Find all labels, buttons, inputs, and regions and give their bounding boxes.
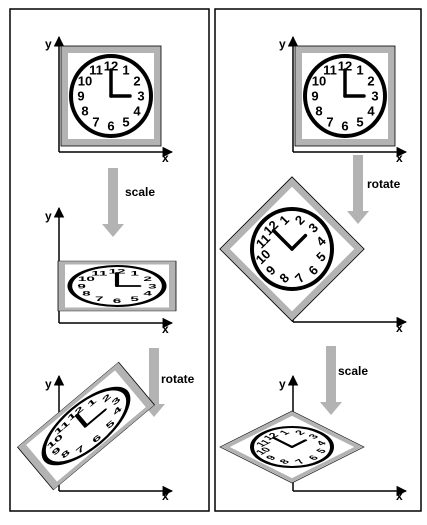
x-axis-label: x bbox=[162, 489, 169, 503]
clock-numeral: 2 bbox=[133, 74, 140, 89]
right-axes-1: y x bbox=[279, 35, 408, 165]
clock-numeral: 11 bbox=[91, 270, 108, 277]
hour-hand bbox=[290, 233, 308, 251]
clock-numeral: 8 bbox=[81, 104, 88, 119]
clock-numeral: 9 bbox=[311, 89, 318, 104]
step-label-left-1: scale bbox=[125, 185, 155, 199]
clock-numeral: 4 bbox=[133, 104, 141, 119]
clock-numeral: 10 bbox=[78, 74, 92, 89]
y-axis-label: y bbox=[279, 37, 286, 51]
clock-numeral: 2 bbox=[367, 74, 374, 89]
clock-numeral: 3 bbox=[371, 89, 378, 104]
clock-numeral: 1 bbox=[278, 429, 293, 437]
step-label-right-2: scale bbox=[338, 364, 368, 378]
right-panel-border bbox=[214, 8, 422, 512]
clock-numeral: 4 bbox=[314, 440, 329, 448]
x-axis-label: x bbox=[396, 489, 403, 503]
down-arrow-icon bbox=[143, 348, 165, 417]
clock-numeral: 10 bbox=[78, 275, 96, 282]
clock-numeral: 6 bbox=[107, 119, 114, 134]
x-axis-label: x bbox=[162, 322, 169, 336]
clock-numeral: 10 bbox=[312, 74, 326, 89]
clock-numeral: 6 bbox=[307, 454, 322, 462]
hour-hand bbox=[84, 408, 107, 428]
clock-numeral: 4 bbox=[143, 290, 152, 297]
clock-numeral: 5 bbox=[314, 447, 329, 455]
clock-numeral: 8 bbox=[315, 104, 322, 119]
minute-hand bbox=[74, 413, 88, 428]
clock-numeral: 1 bbox=[122, 63, 129, 78]
clock-numeral: 7 bbox=[293, 458, 308, 466]
clock-numeral: 5 bbox=[130, 296, 139, 303]
clock-numeral: 7 bbox=[92, 114, 99, 129]
y-axis-label: y bbox=[279, 377, 286, 391]
clock-numeral: 8 bbox=[82, 290, 91, 297]
clock-numeral: 12 bbox=[104, 59, 118, 74]
clock-numeral: 12 bbox=[338, 59, 352, 74]
left-panel-border bbox=[9, 8, 210, 512]
clock-numeral: 9 bbox=[264, 454, 279, 462]
step-label-left-2: rotate bbox=[161, 372, 195, 386]
clock-numeral: 11 bbox=[323, 63, 337, 78]
x-axis-label: x bbox=[162, 151, 169, 165]
minute-hand bbox=[271, 436, 294, 448]
step-label-right-1: rotate bbox=[367, 177, 401, 191]
clock-numeral: 7 bbox=[95, 296, 104, 303]
clock-numeral: 2 bbox=[143, 275, 152, 282]
clock-numeral: 5 bbox=[356, 114, 363, 129]
x-axis-label: x bbox=[396, 321, 403, 335]
clock-numeral: 9 bbox=[77, 283, 86, 290]
clock-numeral: 6 bbox=[341, 119, 348, 134]
clock-numeral: 2 bbox=[293, 429, 308, 437]
clock-numeral: 11 bbox=[254, 439, 274, 449]
clock-numeral: 3 bbox=[148, 283, 157, 290]
down-arrow-icon bbox=[347, 155, 369, 224]
clock-numeral: 8 bbox=[278, 458, 293, 466]
clock-numeral: 11 bbox=[89, 63, 103, 78]
y-axis-label: y bbox=[45, 377, 52, 391]
clock-numeral: 6 bbox=[113, 298, 122, 305]
clock-numeral: 3 bbox=[137, 89, 144, 104]
clock-numeral: 12 bbox=[108, 268, 126, 275]
left-axes-1: y x bbox=[45, 35, 174, 165]
down-arrow-icon bbox=[320, 346, 342, 415]
clock-numeral: 1 bbox=[356, 63, 363, 78]
clock-numeral: 9 bbox=[77, 89, 84, 104]
clock-numeral: 5 bbox=[122, 114, 129, 129]
down-arrow-icon bbox=[102, 168, 124, 237]
x-axis-label: x bbox=[396, 151, 403, 165]
clock-numeral: 12 bbox=[262, 432, 282, 442]
clock-numeral: 3 bbox=[307, 433, 322, 441]
y-axis-label: y bbox=[45, 209, 52, 223]
clock-numeral: 7 bbox=[326, 114, 333, 129]
minute-hand bbox=[271, 228, 294, 251]
clock-numeral: 1 bbox=[130, 270, 139, 277]
clock-numeral: 4 bbox=[367, 104, 375, 119]
clock-numeral: 10 bbox=[254, 446, 274, 456]
y-axis-label: y bbox=[45, 37, 52, 51]
hour-hand bbox=[290, 439, 308, 448]
